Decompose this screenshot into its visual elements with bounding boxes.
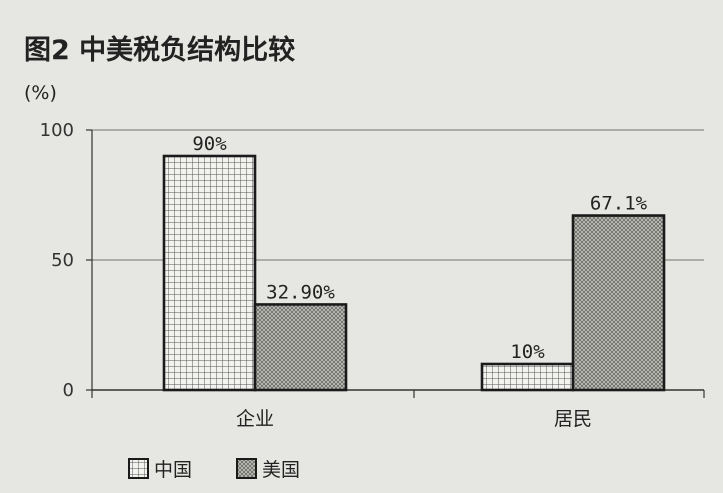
data-label: 90% — [192, 133, 227, 155]
bar-china-1 — [480, 362, 575, 392]
y-axis-unit-label: (%) — [24, 82, 57, 104]
y-tick-label: 0 — [63, 380, 74, 401]
y-axis-ticks: 0 50 100 — [40, 120, 93, 401]
bars — [162, 154, 666, 392]
x-category-label: 企业 — [236, 408, 274, 430]
legend-swatch — [128, 458, 149, 479]
legend-label: 美国 — [262, 459, 300, 481]
legend-label: 中国 — [154, 459, 192, 481]
data-label: 10% — [510, 341, 545, 363]
y-tick-label: 100 — [40, 120, 74, 141]
data-label: 32.90% — [266, 281, 335, 303]
chart-title: 图2 中美税负结构比较 — [24, 34, 295, 66]
bar-china-0 — [162, 154, 257, 392]
x-category-label: 居民 — [554, 408, 592, 430]
legend-swatch — [236, 458, 257, 479]
data-label: 67.1% — [590, 193, 648, 215]
value-labels: 90% 32.90% 10% 67.1% — [192, 133, 647, 363]
bar-us-1 — [571, 214, 666, 392]
y-tick-label: 50 — [51, 250, 74, 271]
legend: 中国 美国 — [128, 458, 300, 481]
x-axis: 企业 居民 — [91, 390, 705, 430]
bar-us-0 — [253, 303, 348, 392]
